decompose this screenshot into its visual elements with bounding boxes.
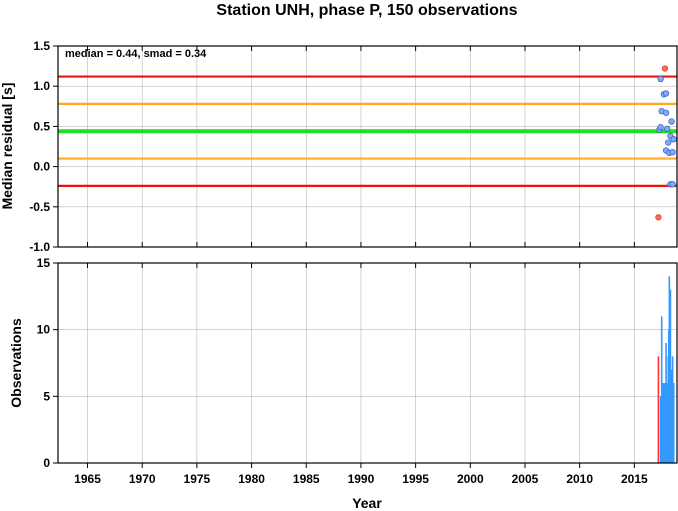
residual-y-tick-label: -1.0 (29, 240, 50, 254)
observations-grid (58, 262, 677, 464)
observation-bar (666, 383, 668, 463)
observations-y-tick-label: 5 (43, 389, 50, 403)
observations-y-axis-title: Observations (8, 318, 24, 408)
observation-bar (670, 369, 673, 463)
observations-ticks: 1965 1970 1975 1980 1985 1990 1995 2000 2005 2010… (37, 256, 648, 486)
observation-bar (669, 289, 672, 463)
residual-point (664, 125, 671, 132)
x-tick-label: 1990 (348, 472, 375, 486)
x-tick-label: 2015 (621, 472, 648, 486)
observation-bar (661, 383, 664, 463)
residual-point (670, 136, 677, 143)
x-tick-label: 2010 (566, 472, 593, 486)
observations-y-tick-label: 0 (43, 456, 50, 470)
observations-panel-frame (57, 262, 678, 464)
residual-y-tick-label: -0.5 (29, 200, 50, 214)
observation-bar (664, 383, 666, 463)
residual-y-tick-label: 1.5 (33, 39, 50, 53)
residual-point (657, 75, 664, 83)
observation-bar (660, 316, 663, 463)
residual-y-tick-label: 0.0 (33, 160, 50, 174)
chart-title: Station UNH, phase P, 150 observations (216, 2, 517, 19)
x-tick-label: 2005 (512, 472, 539, 486)
residual-panel-frame (57, 45, 678, 248)
observation-bar (668, 276, 671, 463)
residual-threshold-lines (58, 75, 677, 187)
residual-point (669, 148, 676, 156)
x-tick-label: 1975 (184, 472, 211, 486)
observation-bar (657, 356, 660, 463)
observation-bar (659, 396, 662, 463)
residual-point (669, 181, 676, 188)
residual-point (662, 109, 670, 116)
observation-bar (671, 356, 674, 463)
x-axis-title: Year (352, 495, 382, 511)
median-smad-annotation: median = 0.44, smad = 0.34 (65, 48, 207, 60)
observations-y-tick-label: 15 (37, 256, 51, 270)
residual-outlier-point (655, 214, 662, 221)
residual-y-axis-title: Median residual [s] (0, 83, 15, 210)
residual-point (665, 139, 672, 146)
residual-y-tick-label: 1.0 (33, 79, 50, 93)
residual-point (668, 118, 675, 125)
residual-y-tick-label: 0.5 (33, 119, 50, 133)
x-tick-label: 1980 (238, 472, 265, 486)
x-tick-label: 1965 (74, 472, 101, 486)
residual-point (662, 90, 670, 97)
observations-y-tick-label: 10 (37, 323, 51, 337)
residual-point (657, 124, 664, 131)
observation-bar (663, 383, 665, 463)
observation-bar (672, 383, 675, 463)
x-tick-label: 1995 (402, 472, 429, 486)
x-tick-label: 1970 (129, 472, 156, 486)
residual-points (655, 65, 677, 221)
x-tick-label: 1985 (293, 472, 320, 486)
observations-panel: 1965 1970 1975 1980 1985 1990 1995 2000 2005 2010… (8, 256, 678, 511)
observations-bars (657, 276, 675, 463)
residual-ticks: -1.0 -0.5 0.0 0.5 1.0 1.5 (29, 39, 635, 254)
residual-outlier-point (661, 65, 669, 72)
residual-panel: -1.0 -0.5 0.0 0.5 1.0 1.5 median = 0.44, smad… (0, 39, 678, 254)
observation-bar (665, 343, 667, 463)
x-tick-label: 2000 (457, 472, 484, 486)
